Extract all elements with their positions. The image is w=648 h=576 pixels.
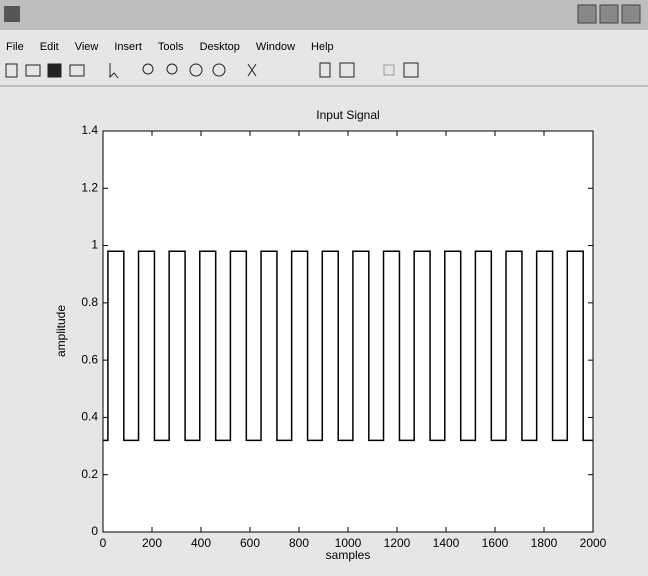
title-bar: [0, 0, 648, 30]
rotate-icon[interactable]: [212, 63, 226, 77]
x-axis-label: samples: [326, 548, 371, 562]
y-tick-label: 0: [91, 524, 98, 538]
y-tick-label: 0.4: [81, 410, 98, 424]
menu-item[interactable]: File: [6, 41, 24, 53]
y-tick-label: 0.2: [81, 467, 98, 481]
plot-area: 0 200 400 600 800 1000 1200 1400 1600 1800 2000 0 0.…: [81, 123, 606, 550]
toolbar: [5, 62, 419, 79]
datacursor-icon[interactable]: [247, 63, 257, 77]
hide-tools-icon[interactable]: [383, 64, 395, 76]
app-icon: [4, 6, 20, 22]
colorbar-icon[interactable]: [319, 62, 331, 78]
y-tick-label: 1: [91, 238, 98, 252]
show-tools-icon[interactable]: [403, 62, 419, 78]
menu-item[interactable]: Help: [311, 41, 334, 53]
zoom-out-icon[interactable]: [166, 63, 178, 75]
y-axis-label: amplitude: [54, 305, 68, 357]
y-tick-label: 1.4: [81, 123, 98, 137]
menu-item[interactable]: Tools: [158, 41, 184, 53]
x-tick-label: 1400: [433, 536, 460, 550]
x-tick-label: 1200: [384, 536, 411, 550]
menu-item[interactable]: Edit: [40, 41, 59, 53]
new-icon[interactable]: [5, 63, 18, 78]
y-tick-label: 1.2: [81, 180, 98, 194]
x-tick-label: 200: [142, 536, 162, 550]
x-tick-label: 400: [191, 536, 211, 550]
zoom-in-icon[interactable]: [142, 63, 154, 75]
x-tick-label: 0: [100, 536, 107, 550]
print-icon[interactable]: [69, 64, 85, 77]
x-tick-label: 1600: [482, 536, 509, 550]
menu-item[interactable]: Desktop: [200, 41, 240, 53]
menu-item[interactable]: View: [75, 41, 99, 53]
maximize-button[interactable]: [599, 4, 619, 24]
close-button[interactable]: [621, 4, 641, 24]
save-icon[interactable]: [47, 63, 62, 78]
open-icon[interactable]: [25, 64, 41, 77]
menu-item[interactable]: Window: [256, 41, 295, 53]
y-tick-label: 0.6: [81, 352, 98, 366]
legend-icon[interactable]: [339, 62, 355, 78]
menu-bar: File Edit View Insert Tools Desktop Window Help: [6, 41, 334, 53]
x-tick-label: 800: [289, 536, 309, 550]
x-tick-label: 1000: [335, 536, 362, 550]
x-tick-label: 2000: [580, 536, 607, 550]
x-tick-label: 600: [240, 536, 260, 550]
chart-title: Input Signal: [316, 108, 379, 122]
pointer-icon[interactable]: [109, 63, 119, 79]
y-tick-label: 0.8: [81, 295, 98, 309]
pan-icon[interactable]: [189, 63, 203, 77]
x-tick-label: 1800: [531, 536, 558, 550]
signal-line: [103, 250, 593, 442]
minimize-button[interactable]: [577, 4, 597, 24]
menu-item[interactable]: Insert: [114, 41, 142, 53]
axes-box: [102, 130, 594, 533]
